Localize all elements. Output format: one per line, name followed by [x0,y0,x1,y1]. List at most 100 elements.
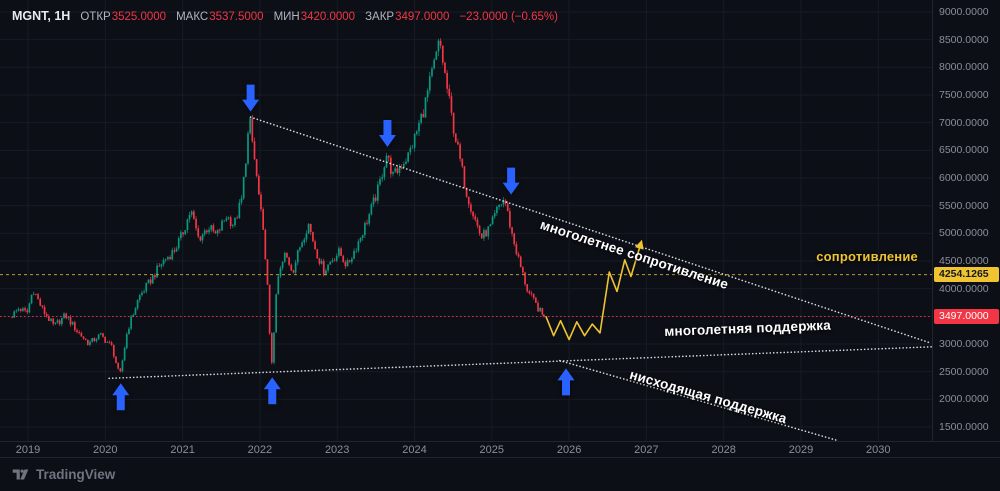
blue-arrow-down[interactable] [502,167,520,195]
candle-body [530,293,533,294]
candle-body [257,175,260,195]
blue-arrow-up[interactable] [263,377,281,405]
candle-body [156,265,158,278]
chart-pane[interactable]: MGNT, 1H ОТКР 3525.0000 МАКС 3537.5000 МИН… [0,0,1000,441]
candle-body [346,260,349,267]
candle-body [277,276,280,295]
candle-body [138,295,141,301]
candle-body [182,232,184,235]
candle-body [214,231,217,234]
candle-body [454,133,457,142]
candle-body [465,187,468,197]
candle-body [221,220,223,231]
candle-body [351,258,353,262]
candle-body [472,211,474,217]
annotation-resistance-level[interactable]: сопротивление [816,249,918,264]
candle-body [180,232,182,239]
candle-body [368,214,371,224]
price-axis[interactable]: 9000.0000 8500.0000 8000.0000 7500.0000 7000… [932,0,1000,441]
candle-body [476,219,479,226]
candle-body [303,239,306,243]
candle-body [361,235,364,238]
candle-body [340,248,342,256]
candle-body [387,155,390,158]
blue-arrow-down[interactable] [378,120,396,148]
candle-body [262,209,264,230]
candle-body [513,233,516,245]
candle-body [431,68,433,77]
candle-body [448,88,451,97]
trend-line-multi-year-support[interactable] [108,345,932,380]
candle-body [394,168,397,172]
symbol-title[interactable]: MGNT, 1H [12,9,71,23]
projection-arrowhead [635,239,644,250]
candle-body [522,267,524,273]
price-change: −23.0000 (−0.65%) [459,11,558,23]
candle-body [50,318,52,321]
trend-line-multi-year-resistance[interactable] [249,116,930,344]
time-axis-label-2023: 2023 [324,444,350,456]
tradingview-brand-text: TradingView [36,467,116,482]
candle-body [242,176,245,199]
blue-arrow-down[interactable] [242,84,260,112]
candle-body [208,229,210,233]
candle-body [86,339,89,345]
candle-body [348,260,351,262]
high-label: МАКС [176,11,209,23]
resistance-price-badge: 4254.1265 [934,267,999,283]
candle-body [22,308,24,311]
candle-body [84,338,87,340]
candle-body [82,336,85,339]
tradingview-logo-link[interactable]: TradingView [12,466,115,483]
candle-body [108,342,111,343]
candle-body [229,217,232,226]
candle-body [478,225,481,234]
candle-body [470,204,472,212]
candle-body [335,255,338,261]
candle-body [389,157,392,174]
blue-arrow-up[interactable] [112,383,130,411]
candle-body [355,250,358,252]
candle-body [413,133,416,148]
ohlc-high: МАКС 3537.5000 [176,11,264,23]
candle-body [162,259,165,265]
time-axis[interactable]: 2019 2020 2021 2022 2023 2024 2025 2026 2027 2028… [0,441,1000,457]
ohlc-open: ОТКР 3525.0000 [80,11,166,23]
candle-body [199,236,202,241]
candle-body [342,255,345,262]
candle-body [102,333,104,337]
candle-body [115,356,117,363]
trend-line-descending-support[interactable] [559,359,837,441]
candle-body [110,342,113,345]
time-axis-label-2028: 2028 [711,444,736,456]
candle-body [294,262,297,273]
candle-body [266,259,269,285]
candle-body [54,322,57,324]
time-axis-label-2025: 2025 [479,444,505,456]
candle-body [231,225,234,226]
candle-body [541,307,544,315]
candle-body [186,219,189,231]
candle-body [524,272,526,285]
projection-path[interactable] [545,245,641,341]
candle-body [459,144,461,159]
price-tick-label: 3000.0000 [939,337,989,350]
candle-body [428,76,431,91]
candle-body [167,256,169,260]
close-value: 3497.0000 [395,11,450,23]
candle-body [171,250,174,260]
candle-body [201,234,204,241]
candle-body [240,198,243,203]
candle-body [19,309,22,311]
candle-body [281,261,284,268]
candle-body [381,177,384,179]
candle-body [405,161,407,164]
candle-body [197,228,200,237]
candle-body [415,131,418,134]
candle-body [188,214,191,220]
high-value: 3537.5000 [209,11,264,23]
candle-body [67,317,70,319]
blue-arrow-up[interactable] [557,368,575,396]
candlestick-chart[interactable] [0,0,932,441]
